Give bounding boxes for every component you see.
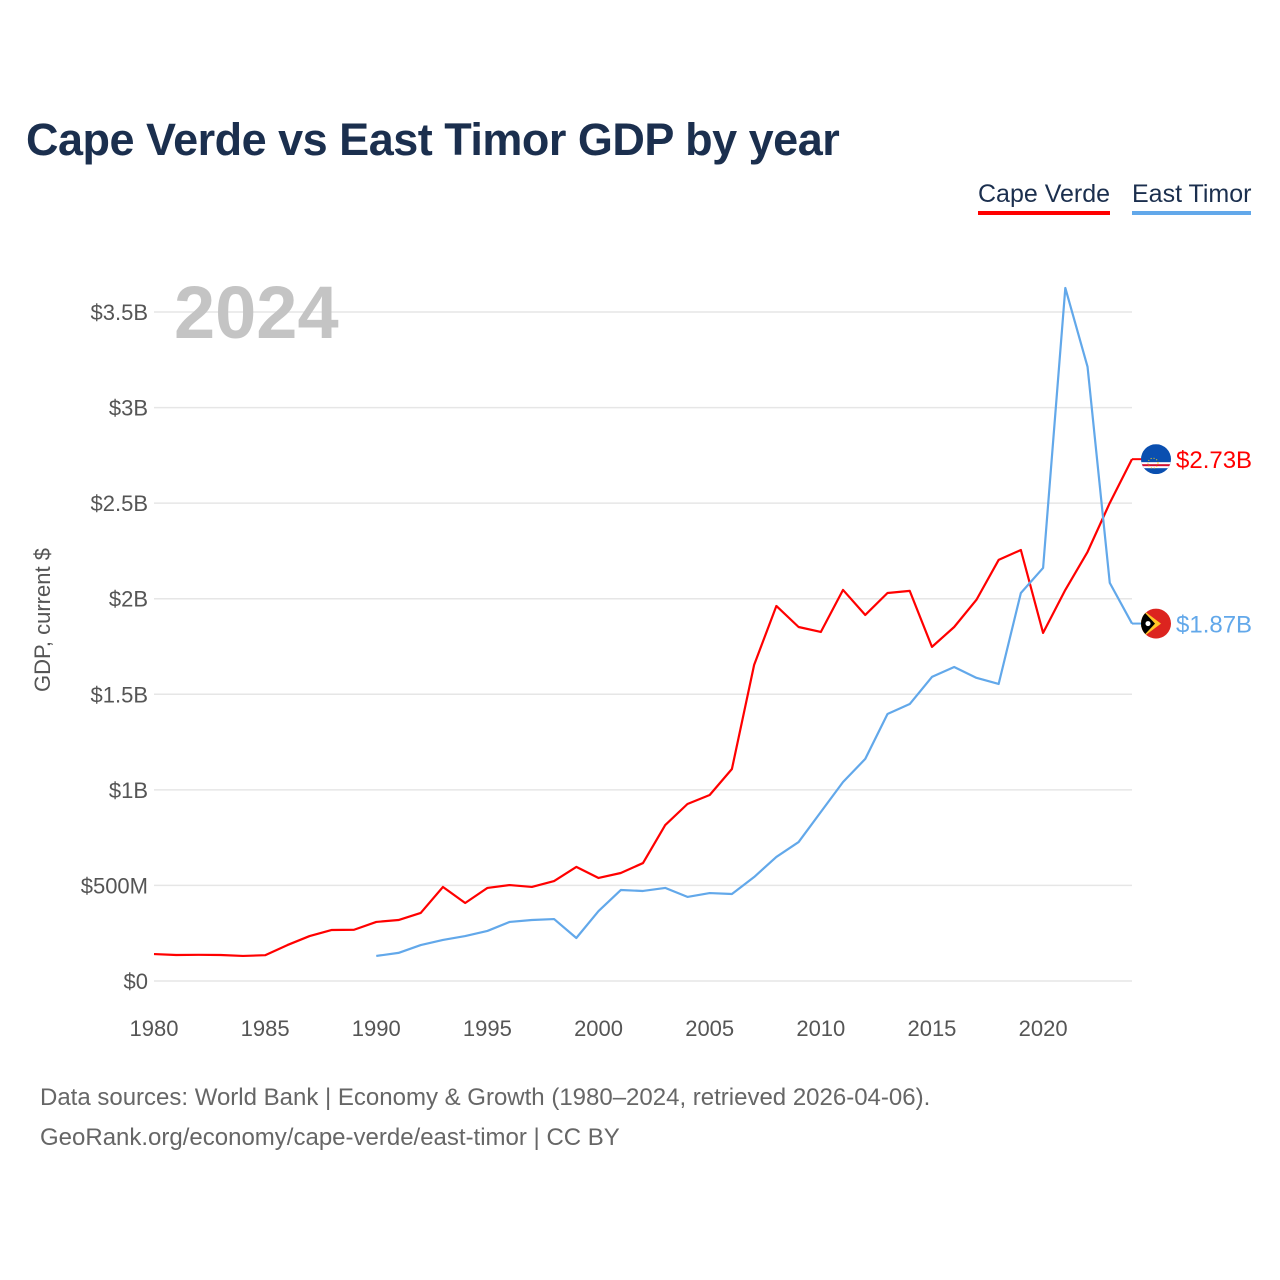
y-tick-label: $2B: [109, 587, 148, 612]
footer-sources: Data sources: World Bank | Economy & Gro…: [40, 1084, 931, 1111]
line-chart: $0 $500M $1B $1.5B $2B $2.5B $3B $3.5B 1980 1985 1…: [30, 271, 1252, 1041]
end-value-label: $1.87B: [1176, 612, 1252, 639]
series-line-east-timor[interactable]: [376, 286, 1133, 958]
x-tick-label: 2005: [685, 1016, 734, 1041]
x-tick-label: 2020: [1019, 1016, 1068, 1041]
x-tick-label: 2000: [574, 1016, 623, 1041]
legend-east-timor[interactable]: East Timor: [1132, 180, 1252, 215]
x-tick-label: 1985: [241, 1016, 290, 1041]
y-tick-label: $2.5B: [91, 491, 149, 516]
x-tick-label: 2010: [796, 1016, 845, 1041]
year-label: 2024: [174, 271, 339, 354]
legend-cape-verde[interactable]: Cape Verde: [978, 180, 1111, 215]
chart-title: Cape Verde vs East Timor GDP by year: [26, 114, 840, 165]
footer-link[interactable]: GeoRank.org/economy/cape-verde/east-timo…: [40, 1124, 620, 1151]
y-tick-label: $500M: [81, 873, 148, 898]
series-line-cape-verde[interactable]: [153, 458, 1133, 958]
x-tick-label: 1995: [463, 1016, 512, 1041]
x-tick-label: 1980: [130, 1016, 179, 1041]
y-tick-label: $0: [124, 969, 148, 994]
x-tick-label: 2015: [907, 1016, 956, 1041]
y-tick-label: $1.5B: [91, 682, 149, 707]
y-tick-label: $3.5B: [91, 300, 149, 325]
cape-verde-flag-icon: [1141, 444, 1171, 475]
end-value-label: $2.73B: [1176, 447, 1252, 474]
x-tick-label: 1990: [352, 1016, 401, 1041]
y-tick-label: $1B: [109, 778, 148, 803]
y-axis-label: GDP, current $: [30, 548, 55, 692]
y-tick-label: $3B: [109, 396, 148, 421]
east-timor-flag-icon: [1141, 608, 1171, 639]
